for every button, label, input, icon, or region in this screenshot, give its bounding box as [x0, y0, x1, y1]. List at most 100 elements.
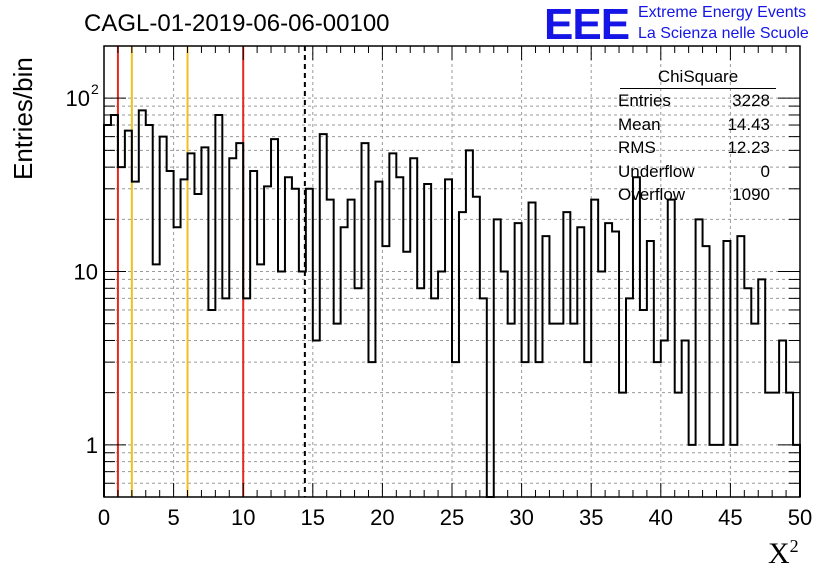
- x-axis-label: X2: [768, 536, 799, 570]
- histogram-bin: [598, 272, 605, 498]
- histogram-bin: [341, 227, 348, 497]
- histogram-bin: [563, 212, 570, 497]
- histogram-bin: [501, 272, 508, 498]
- x-tick-label: 40: [649, 505, 673, 530]
- histogram-bin: [654, 362, 661, 497]
- histogram-bin: [188, 153, 195, 497]
- histogram-bin: [619, 393, 626, 497]
- histogram-bin: [139, 110, 146, 497]
- histogram-bin: [389, 153, 396, 497]
- histogram-bin: [570, 324, 577, 497]
- stats-value: 0: [760, 161, 770, 181]
- histogram-bin: [208, 310, 215, 497]
- histogram-bin: [508, 324, 515, 497]
- histogram-bin: [633, 177, 640, 497]
- histogram-bin: [174, 227, 181, 497]
- histogram-outline: [103, 109, 801, 498]
- histogram-bin: [118, 167, 125, 497]
- logo-line-1: Extreme Energy Events: [638, 4, 807, 21]
- histogram-bin: [605, 223, 612, 497]
- histogram-bin: [473, 197, 480, 497]
- histogram-bin: [313, 340, 320, 497]
- histogram-bin: [730, 445, 737, 497]
- y-tick-label-exponent: 2: [91, 81, 99, 97]
- histogram-bin: [285, 177, 292, 497]
- histogram-bin: [257, 264, 264, 497]
- stats-value: 3228: [732, 91, 770, 110]
- histogram-bin: [146, 125, 153, 497]
- x-tick-label: 35: [579, 505, 603, 530]
- stats-title: ChiSquare: [620, 66, 776, 89]
- x-tick-label: 0: [98, 505, 110, 530]
- x-tick-label: 15: [301, 505, 325, 530]
- histogram-bin: [431, 298, 438, 497]
- histogram-bin: [765, 393, 772, 497]
- histogram-bin: [737, 236, 744, 497]
- histogram-bin: [181, 179, 188, 497]
- histogram-bin: [647, 241, 654, 497]
- histogram-bin: [529, 203, 536, 497]
- y-tick-label: 10: [74, 260, 98, 285]
- histogram-bin: [153, 264, 160, 497]
- histogram-bin: [250, 171, 257, 497]
- stats-label: RMS: [618, 138, 656, 157]
- stats-label: Underflow: [618, 161, 695, 181]
- logo-line-2: La Scienza nelle Scuole: [638, 25, 809, 42]
- histogram-bin: [194, 194, 201, 497]
- histogram-bin: [640, 310, 647, 497]
- histogram-bin: [334, 324, 341, 497]
- histogram-bin: [292, 189, 299, 497]
- x-axis-ticks: 0 5 10 15 20 25 30 35 40 45 50: [98, 46, 812, 530]
- histogram-bin: [522, 362, 529, 497]
- histogram-bin: [661, 340, 668, 497]
- histogram-bins: [103, 109, 801, 498]
- histogram-bin: [375, 182, 382, 497]
- histogram-bin: [410, 158, 417, 497]
- x-tick-label: 5: [167, 505, 179, 530]
- histogram-bin: [278, 272, 285, 498]
- histogram-bin: [396, 177, 403, 497]
- stats-row-entries: Entries 3228: [610, 89, 780, 113]
- histogram-bin: [591, 200, 598, 497]
- histogram-bin: [403, 252, 410, 497]
- histogram-bin: [320, 134, 327, 497]
- histogram-bin: [236, 143, 243, 497]
- histogram-bin: [703, 246, 710, 497]
- histogram-bin: [626, 298, 633, 497]
- stats-row-underflow: Underflow 0: [610, 160, 780, 184]
- histogram-bin: [723, 241, 730, 497]
- histogram-bin: [327, 200, 334, 497]
- histogram-bin: [104, 125, 111, 497]
- histogram-bin: [689, 445, 696, 497]
- histogram-bin: [556, 324, 563, 497]
- stats-row-overflow: Overflow 1090: [610, 183, 780, 207]
- stats-value: 1090: [732, 185, 770, 204]
- histogram-bin: [424, 184, 431, 497]
- histogram-bin: [494, 219, 501, 497]
- histogram-bin: [201, 147, 208, 497]
- x-tick-label: 25: [440, 505, 464, 530]
- stats-label: Mean: [618, 114, 661, 134]
- histogram-bin: [542, 236, 549, 497]
- histogram-bin: [264, 186, 271, 497]
- histogram-bin: [382, 246, 389, 497]
- histogram-bin: [459, 212, 466, 497]
- histogram-bin: [744, 288, 751, 497]
- histogram-bin: [758, 279, 765, 497]
- stats-box: ChiSquare Entries 3228 Mean 14.43 RMS 12…: [610, 66, 780, 207]
- histogram-bin: [355, 288, 362, 497]
- histogram-bin: [368, 362, 375, 497]
- histogram-bin: [536, 362, 543, 497]
- histogram-bin: [348, 200, 355, 497]
- histogram-bin: [751, 324, 758, 497]
- histogram-bin: [438, 272, 445, 498]
- histogram-bin: [612, 232, 619, 497]
- histogram-bin: [452, 362, 459, 497]
- histogram-bin: [111, 115, 118, 497]
- x-tick-label: 50: [788, 505, 812, 530]
- histogram-bin: [215, 115, 222, 497]
- histogram-bin: [417, 288, 424, 497]
- histogram-bin: [125, 131, 132, 497]
- y-tick-label: 10: [66, 86, 90, 111]
